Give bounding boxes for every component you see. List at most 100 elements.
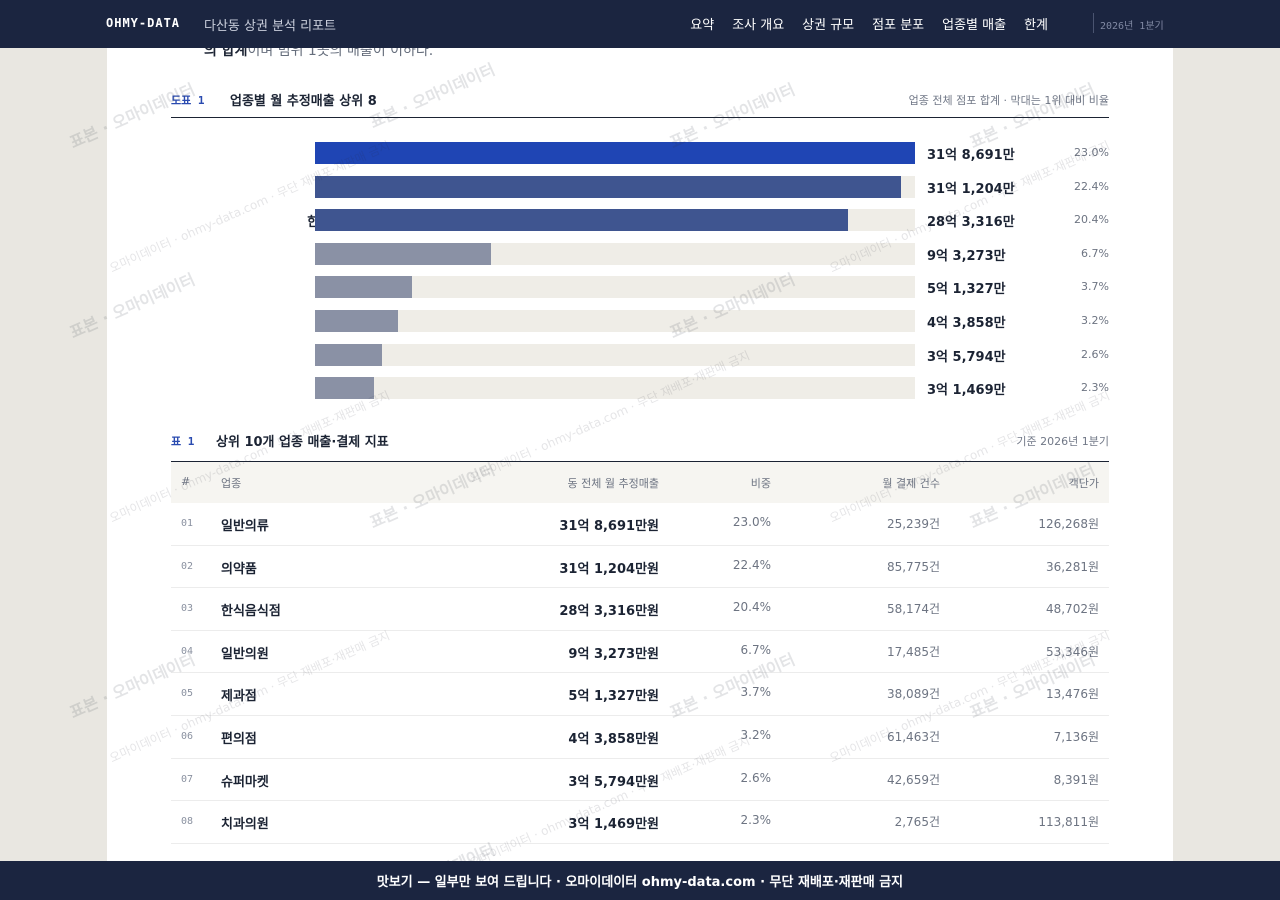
row-payment-count: 42,659건	[886, 772, 940, 787]
preview-notice-text: 맛보기 — 일부만 보여 드립니다 · 오마이데이터 ohmy-data.com…	[376, 875, 904, 890]
row-sales: 9억 3,273만원	[568, 646, 659, 662]
table-row: 01 일반의류 31억 8,691만원 23.0% 25,239건 126,268원	[171, 503, 1109, 546]
column-header-industry: 업종	[221, 477, 242, 490]
bar-value-label: 4억 3,858만	[927, 316, 1006, 331]
row-rank: 07	[181, 773, 194, 785]
row-rank: 02	[181, 560, 194, 572]
bar-value-label: 3억 1,469만	[927, 383, 1006, 399]
nav-link-sales-by-industry[interactable]: 업종별 매출	[942, 18, 1007, 33]
column-header-rank: #	[181, 475, 191, 488]
row-sales: 31억 1,204만원	[559, 561, 659, 577]
row-avg-spend: 36,281원	[1045, 559, 1099, 574]
row-avg-spend: 7,136원	[1053, 729, 1099, 744]
row-share: 2.6%	[740, 770, 772, 785]
row-sales: 5억 1,327만원	[568, 689, 659, 705]
brand-logo[interactable]: OHMY-DATA	[106, 16, 181, 30]
table-column-headers: # 업종 동 전체 월 추정매출 비중 월 결제 건수 객단가	[171, 462, 1109, 503]
bar-track	[315, 242, 915, 265]
row-avg-spend: 113,811원	[1038, 815, 1099, 830]
table-row: 03 한식음식점 28억 3,316만원 20.4% 58,174건 48,702원	[171, 588, 1109, 631]
nav-link-summary[interactable]: 요약	[690, 18, 715, 33]
row-rank: 08	[181, 816, 194, 828]
column-header-avg-spend: 객단가	[1068, 477, 1099, 490]
bar-value-label: 28억 3,316만	[927, 215, 1015, 231]
figure-title: 업종별 월 추정매출 상위 8	[230, 94, 377, 109]
row-sales: 3억 1,469만원	[568, 817, 659, 833]
report-page: 의 합계이며 범위 1곳의 매출이 이하다. 도표 1 업종별 월 추정매출 상…	[107, 48, 1173, 861]
row-share: 6.7%	[740, 642, 772, 657]
bar-value-label: 3억 5,794만	[927, 349, 1006, 365]
row-industry: 일반의원	[221, 646, 269, 662]
row-rank: 06	[181, 730, 194, 742]
bar	[315, 276, 412, 299]
row-payment-count: 2,765건	[894, 815, 940, 830]
row-sales: 28억 3,316만원	[559, 604, 659, 620]
nav-link-store-distribution[interactable]: 점포 분포	[872, 18, 925, 33]
row-sales: 3억 5,794만원	[568, 774, 659, 790]
nav-divider	[1093, 13, 1094, 33]
preview-notice-bar: 맛보기 — 일부만 보여 드립니다 · 오마이데이터 ohmy-data.com…	[0, 861, 1280, 900]
bar-track	[315, 343, 915, 366]
row-share: 3.2%	[740, 727, 772, 742]
row-rank: 03	[181, 603, 194, 615]
row-share: 22.4%	[732, 557, 771, 572]
section-nav: 요약 조사 개요 상권 규모 점포 분포 업종별 매출 한계	[690, 14, 1048, 33]
table-row: 08 치과의원 3억 1,469만원 2.3% 2,765건 113,811원	[171, 801, 1109, 844]
table-note: 기준 2026년 1분기	[1016, 435, 1109, 448]
nav-link-limitations[interactable]: 한계	[1024, 18, 1048, 33]
row-sales: 4억 3,858만원	[568, 731, 659, 747]
row-payment-count: 38,089건	[886, 687, 940, 702]
row-payment-count: 17,485건	[886, 644, 940, 659]
table-row: 05 제과점 5억 1,327만원 3.7% 38,089건 13,476원	[171, 673, 1109, 716]
row-share: 23.0%	[732, 515, 771, 529]
row-avg-spend: 48,702원	[1045, 602, 1099, 617]
bar-share-label: 2.6%	[1081, 347, 1109, 361]
bar-share-label: 20.4%	[1074, 213, 1109, 227]
bar-track	[315, 142, 915, 164]
row-industry: 편의점	[221, 731, 257, 747]
bar-value-label: 31억 8,691만	[927, 148, 1015, 163]
top-navbar: OHMY-DATA 다산동 상권 분석 리포트 요약 조사 개요 상권 규모 점…	[0, 0, 1280, 48]
bar-share-label: 3.7%	[1081, 280, 1109, 294]
row-payment-count: 61,463건	[886, 729, 940, 744]
row-industry: 치과의원	[221, 817, 269, 833]
nav-link-overview[interactable]: 조사 개요	[732, 18, 785, 33]
row-avg-spend: 13,476원	[1045, 687, 1099, 702]
table-row: 06 편의점 4억 3,858만원 3.2% 61,463건 7,136원	[171, 716, 1109, 759]
column-header-payment-count: 월 결제 건수	[882, 477, 940, 490]
table-body: 01 일반의류 31억 8,691만원 23.0% 25,239건 126,268원 02 의…	[171, 503, 1109, 844]
bar-value-label: 31억 1,204만	[927, 181, 1015, 197]
row-industry: 제과점	[221, 689, 257, 705]
row-industry: 슈퍼마켓	[221, 774, 269, 790]
column-header-share: 비중	[750, 477, 771, 490]
row-sales: 31억 8,691만원	[559, 519, 659, 534]
row-avg-spend: 8,391원	[1053, 772, 1099, 787]
figure-note: 업종 전체 점포 합계 · 막대는 1위 대비 비율	[908, 94, 1109, 107]
document-title: 다산동 상권 분석 리포트	[204, 19, 336, 34]
row-payment-count: 85,775건	[886, 559, 940, 574]
bar-track	[315, 377, 915, 400]
row-industry: 일반의류	[221, 519, 269, 534]
bar-track	[315, 310, 915, 332]
row-industry: 의약품	[221, 561, 257, 577]
bar-value-label: 9억 3,273만	[927, 248, 1006, 264]
bar-share-label: 3.2%	[1081, 314, 1109, 327]
intro-paragraph: 의 합계이며 범위 1곳의 매출이 이하다.	[204, 48, 433, 60]
bar	[315, 209, 849, 232]
nav-link-market-size[interactable]: 상권 규모	[802, 18, 855, 33]
table-header: 표 1 상위 10개 업종 매출·결제 지표 기준 2026년 1분기	[171, 430, 1109, 462]
bar-track	[315, 175, 915, 198]
bar-value-label: 5억 1,327만	[927, 282, 1006, 298]
row-payment-count: 58,174건	[886, 602, 940, 617]
bar-share-label: 23.0%	[1074, 146, 1109, 159]
bar-share-label: 6.7%	[1081, 246, 1109, 260]
figure-tag: 도표 1	[171, 94, 205, 107]
row-industry: 한식음식점	[221, 604, 281, 620]
